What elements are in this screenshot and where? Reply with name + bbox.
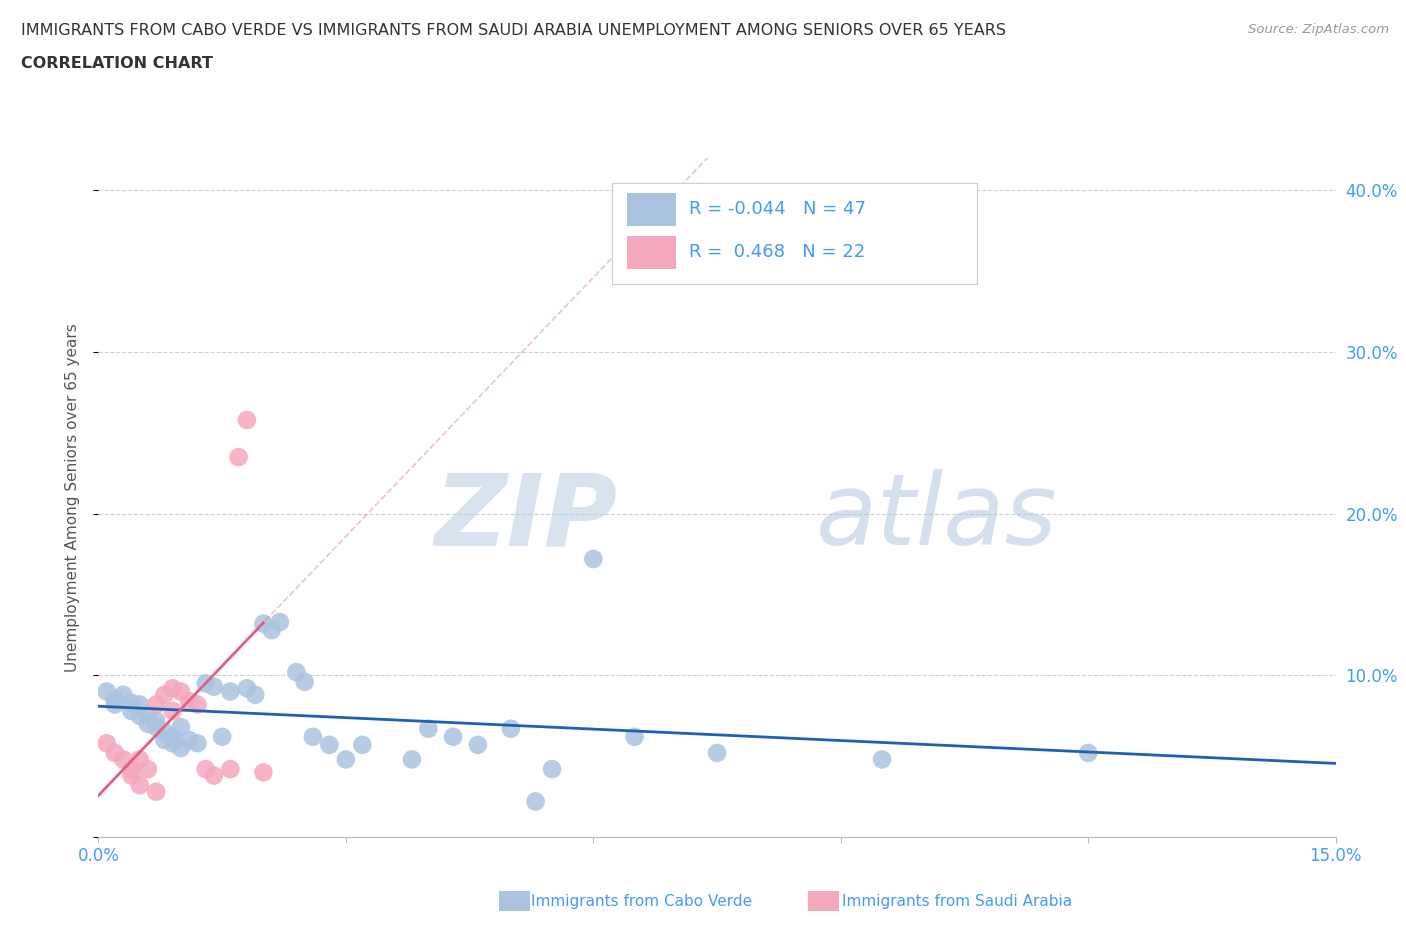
Point xyxy=(318,737,340,752)
Text: atlas: atlas xyxy=(815,470,1057,566)
Text: CORRELATION CHART: CORRELATION CHART xyxy=(21,56,212,71)
Text: R = -0.044   N = 47: R = -0.044 N = 47 xyxy=(689,200,866,218)
Point xyxy=(260,623,283,638)
Point xyxy=(524,794,547,809)
Point xyxy=(202,768,225,783)
Text: ZIP: ZIP xyxy=(434,470,619,566)
Point xyxy=(179,733,201,748)
Point xyxy=(136,707,159,722)
Point xyxy=(294,674,316,689)
Point xyxy=(219,762,242,777)
Point xyxy=(145,713,167,728)
Point xyxy=(120,696,142,711)
Point xyxy=(179,694,201,709)
Point xyxy=(352,737,374,752)
Point xyxy=(541,762,564,777)
Point xyxy=(1077,746,1099,761)
Point xyxy=(269,615,291,630)
Point xyxy=(582,551,605,566)
Point xyxy=(145,697,167,711)
Point xyxy=(145,720,167,735)
Text: Source: ZipAtlas.com: Source: ZipAtlas.com xyxy=(1249,23,1389,36)
Point xyxy=(104,692,127,707)
Point xyxy=(236,681,259,696)
Point xyxy=(194,762,217,777)
FancyBboxPatch shape xyxy=(627,236,676,269)
Point xyxy=(162,681,184,696)
Point xyxy=(120,762,142,777)
Point xyxy=(441,729,464,744)
Point xyxy=(170,740,193,755)
Point xyxy=(170,684,193,699)
Point xyxy=(136,762,159,777)
Point xyxy=(104,697,127,711)
Point xyxy=(128,697,150,711)
Point xyxy=(128,777,150,792)
Point xyxy=(162,729,184,744)
Point xyxy=(170,720,193,735)
Point xyxy=(499,722,522,737)
Point xyxy=(162,703,184,718)
Point xyxy=(418,722,440,737)
Point xyxy=(128,752,150,767)
Point xyxy=(706,746,728,761)
Text: R =  0.468   N = 22: R = 0.468 N = 22 xyxy=(689,243,865,260)
Point xyxy=(252,617,274,631)
Point xyxy=(128,709,150,724)
Point xyxy=(96,736,118,751)
Point xyxy=(120,768,142,783)
Point xyxy=(243,687,266,702)
Point xyxy=(302,729,325,744)
Point xyxy=(112,752,135,767)
Point xyxy=(623,729,645,744)
Point xyxy=(211,729,233,744)
Text: Immigrants from Cabo Verde: Immigrants from Cabo Verde xyxy=(531,894,752,909)
Point xyxy=(202,679,225,694)
Point xyxy=(162,736,184,751)
Point xyxy=(870,752,893,767)
Point xyxy=(120,703,142,718)
Point xyxy=(335,752,357,767)
FancyBboxPatch shape xyxy=(612,183,977,284)
Point xyxy=(153,687,176,702)
Point xyxy=(219,684,242,699)
Point xyxy=(285,665,308,680)
Text: IMMIGRANTS FROM CABO VERDE VS IMMIGRANTS FROM SAUDI ARABIA UNEMPLOYMENT AMONG SE: IMMIGRANTS FROM CABO VERDE VS IMMIGRANTS… xyxy=(21,23,1007,38)
Point xyxy=(467,737,489,752)
Text: Immigrants from Saudi Arabia: Immigrants from Saudi Arabia xyxy=(842,894,1073,909)
Point xyxy=(228,450,250,465)
Point xyxy=(153,733,176,748)
Point xyxy=(145,784,167,799)
Point xyxy=(104,746,127,761)
Point xyxy=(153,724,176,739)
Point xyxy=(194,676,217,691)
Point xyxy=(136,716,159,731)
FancyBboxPatch shape xyxy=(627,193,676,226)
Point xyxy=(236,413,259,428)
Point xyxy=(186,697,208,711)
Point xyxy=(401,752,423,767)
Point xyxy=(112,687,135,702)
Point xyxy=(186,736,208,751)
Point xyxy=(252,764,274,779)
Y-axis label: Unemployment Among Seniors over 65 years: Unemployment Among Seniors over 65 years xyxy=(65,324,80,671)
Point xyxy=(96,684,118,699)
